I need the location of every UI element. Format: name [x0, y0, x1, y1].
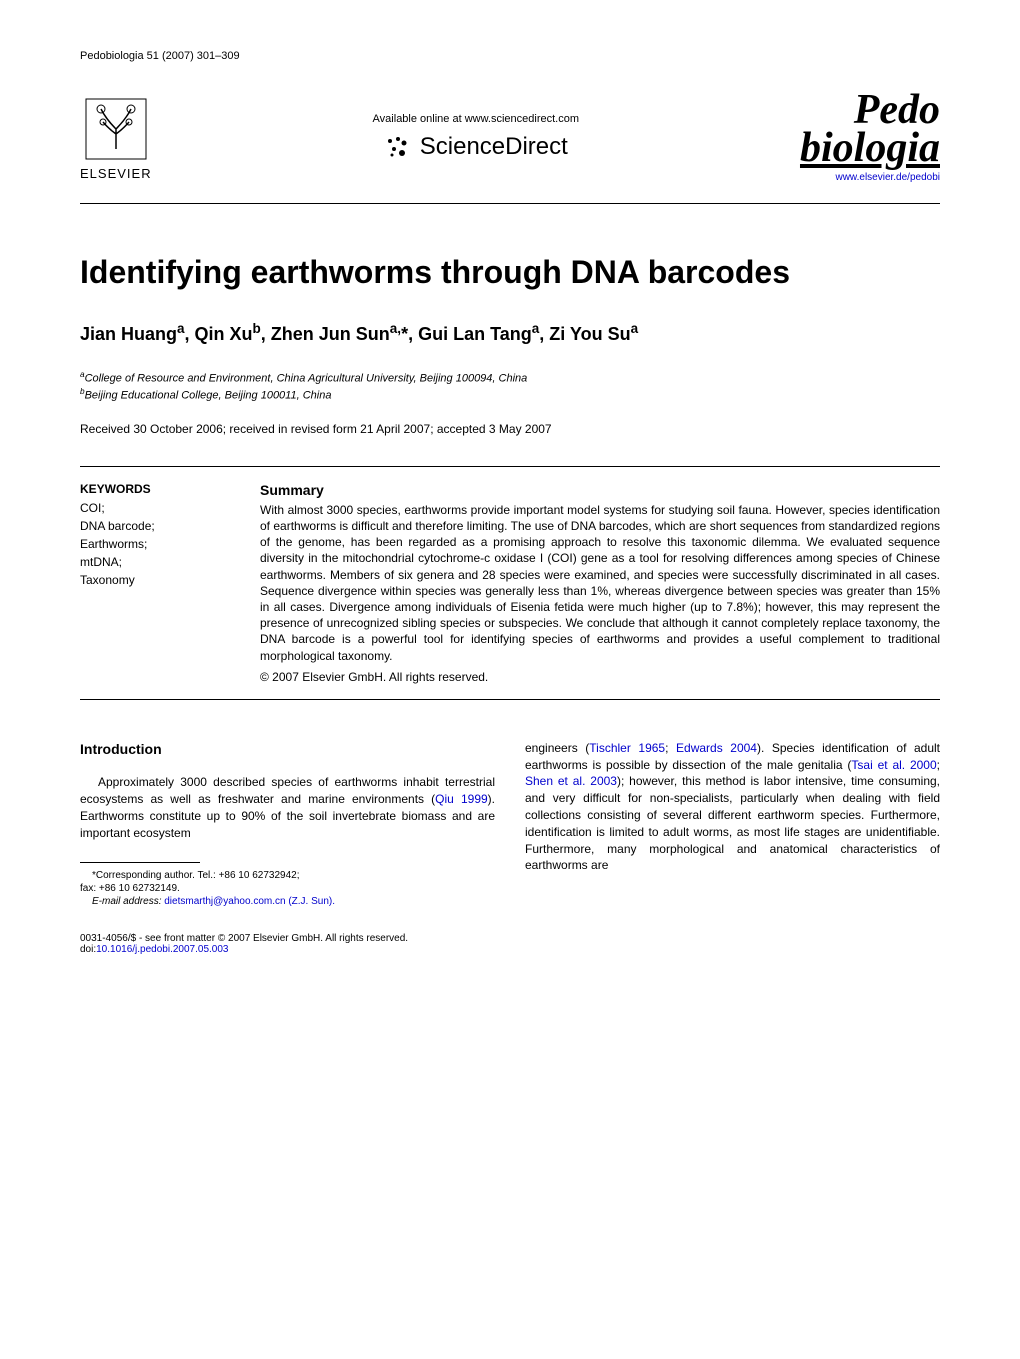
left-column: Introduction Approximately 3000 describe…	[80, 740, 495, 908]
summary-copyright: © 2007 Elsevier GmbH. All rights reserve…	[260, 670, 940, 684]
right-column: engineers (Tischler 1965; Edwards 2004).…	[525, 740, 940, 908]
fax-number: fax: +86 10 62732149.	[80, 882, 495, 895]
front-matter: 0031-4056/$ - see front matter © 2007 El…	[80, 933, 940, 944]
article-dates: Received 30 October 2006; received in re…	[80, 422, 940, 436]
intro-header: Introduction	[80, 740, 495, 760]
sciencedirect-label: ScienceDirect	[420, 133, 568, 161]
two-column-content: Introduction Approximately 3000 describe…	[80, 740, 940, 908]
elsevier-tree-icon	[81, 94, 151, 164]
masthead-divider	[80, 203, 940, 204]
available-online-text: Available online at www.sciencedirect.co…	[152, 113, 800, 125]
journal-brand: Pedo biologia www.elsevier.de/pedobi	[800, 92, 940, 183]
sd-swoosh-icon	[384, 133, 412, 161]
summary-body: With almost 3000 species, earthworms pro…	[260, 502, 940, 664]
doi-link[interactable]: 10.1016/j.pedobi.2007.05.003	[96, 944, 228, 955]
summary-header: Summary	[260, 482, 940, 498]
footnote-divider	[80, 862, 200, 863]
keywords-summary-box: KEYWORDS COI; DNA barcode; Earthworms; m…	[80, 466, 940, 700]
authors-list: Jian Huanga, Qin Xub, Zhen Jun Suna,*, G…	[80, 321, 940, 345]
masthead: ELSEVIER Available online at www.science…	[80, 92, 940, 183]
journal-url[interactable]: www.elsevier.de/pedobi	[800, 172, 940, 183]
email-footnote: E-mail address: dietsmarthj@yahoo.com.cn…	[80, 895, 495, 908]
sciencedirect-block: Available online at www.sciencedirect.co…	[152, 113, 800, 161]
article-title: Identifying earthworms through DNA barco…	[80, 254, 940, 291]
keywords-column: KEYWORDS COI; DNA barcode; Earthworms; m…	[80, 482, 230, 684]
keywords-list: COI; DNA barcode; Earthworms; mtDNA; Tax…	[80, 499, 230, 589]
intro-paragraph-cont: engineers (Tischler 1965; Edwards 2004).…	[525, 740, 940, 874]
sciencedirect-logo: ScienceDirect	[152, 133, 800, 161]
affiliation: aCollege of Resource and Environment, Ch…	[80, 370, 940, 385]
corresponding-author: *Corresponding author. Tel.: +86 10 6273…	[80, 869, 495, 882]
email-link[interactable]: dietsmarthj@yahoo.com.cn (Z.J. Sun).	[164, 896, 335, 907]
doi-label: doi:	[80, 944, 96, 955]
intro-paragraph: Approximately 3000 described species of …	[80, 774, 495, 841]
doi-line: doi:10.1016/j.pedobi.2007.05.003	[80, 944, 940, 955]
copyright-footer: 0031-4056/$ - see front matter © 2007 El…	[80, 933, 940, 955]
affiliations-block: aCollege of Resource and Environment, Ch…	[80, 370, 940, 402]
elsevier-logo: ELSEVIER	[80, 94, 152, 181]
summary-column: Summary With almost 3000 species, earthw…	[260, 482, 940, 684]
affiliation: bBeijing Educational College, Beijing 10…	[80, 387, 940, 402]
email-label: E-mail address:	[92, 896, 161, 907]
journal-citation: Pedobiologia 51 (2007) 301–309	[80, 50, 940, 62]
journal-name-line2: biologia	[800, 130, 940, 168]
keywords-header: KEYWORDS	[80, 482, 230, 496]
elsevier-label: ELSEVIER	[80, 166, 152, 181]
